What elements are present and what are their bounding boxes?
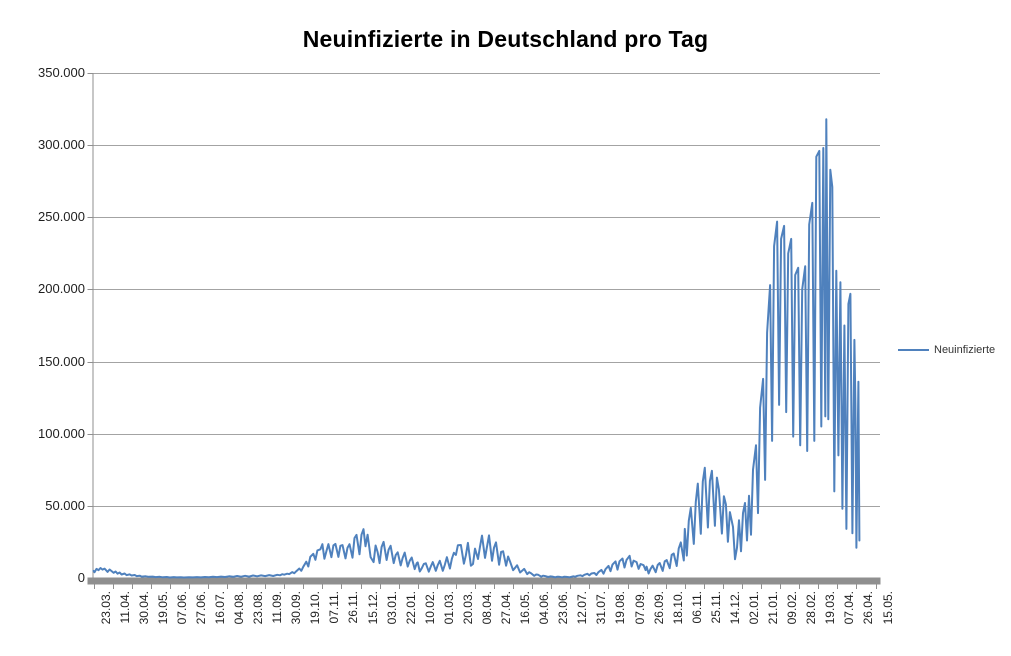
x-axis-label: 23.08. [251,591,266,625]
legend: Neuinfizierte [898,344,995,356]
x-axis-label: 19.08. [613,591,628,625]
x-axis-label: 30.09. [289,591,304,625]
x-axis-label: 23.06. [556,591,571,625]
x-axis-label: 07.06. [174,591,189,625]
x-axis-label: 07.04. [842,591,857,625]
y-axis-label: 300.000 [38,137,85,153]
x-axis-label: 26.11. [346,591,361,624]
x-axis-label: 19.03. [823,591,838,625]
x-axis-label: 11.09. [270,591,285,624]
y-axis-label: 100.000 [38,425,85,441]
x-axis-label: 15.12. [365,591,380,625]
y-axis-label: 50.000 [45,497,85,513]
x-axis-label: 06.11. [689,591,704,624]
x-axis-label: 04.06. [537,591,552,625]
y-axis-label: 350.000 [38,65,85,80]
x-axis-label: 04.08. [232,591,246,625]
x-axis-label: 08.04. [479,591,494,625]
x-axis-label: 16.07. [212,591,227,625]
x-axis-label: 27.04. [499,591,514,625]
x-axis-label: 22.01. [403,591,418,625]
x-axis-label: 26.09. [651,591,666,625]
x-axis-label: 20.03. [460,591,475,625]
x-axis-label: 25.11. [708,591,723,624]
x-axis-label: 19.10. [308,591,323,625]
x-axis-label: 18.10. [670,591,685,625]
x-axis-label: 19.05. [155,591,170,625]
y-axis-label: 0 [77,570,85,585]
legend-label: Neuinfizierte [934,344,996,356]
x-axis-label: 07.11. [327,591,342,624]
x-axis-label: 27.06. [193,591,208,625]
x-axis-label: 11.04. [117,591,132,624]
x-axis-label: 21.01. [766,591,781,625]
data-series-line [92,118,861,579]
chart-title: Neuinfizierte in Deutschland pro Tag [302,26,709,52]
y-axis-label: 150.000 [38,353,85,369]
x-axis-label: 15.05. [880,591,895,625]
x-axis-label: 23.03. [98,591,113,625]
x-axis-label: 30.04. [136,591,151,625]
x-axis-label: 12.07. [575,591,590,625]
x-axis-label: 14.12. [727,591,742,625]
x-axis-label: 02.01. [746,591,761,625]
legend-line-marker [898,349,929,351]
x-axis-band [87,577,881,585]
x-axis-label: 07.09. [632,591,647,625]
x-axis-label: 10.02. [422,591,437,625]
x-axis-label: 09.02. [785,591,800,625]
x-axis-label: 26.04. [861,591,876,625]
y-axis-label: 200.000 [38,281,85,297]
x-axis-label: 01.03. [441,591,456,625]
x-axis-label: 16.05. [518,591,533,625]
x-axis-label: 28.02. [804,591,819,625]
y-axis-label: 250.000 [38,209,85,225]
x-axis-label: 03.01. [384,591,399,625]
x-axis-label: 31.07. [594,591,609,625]
